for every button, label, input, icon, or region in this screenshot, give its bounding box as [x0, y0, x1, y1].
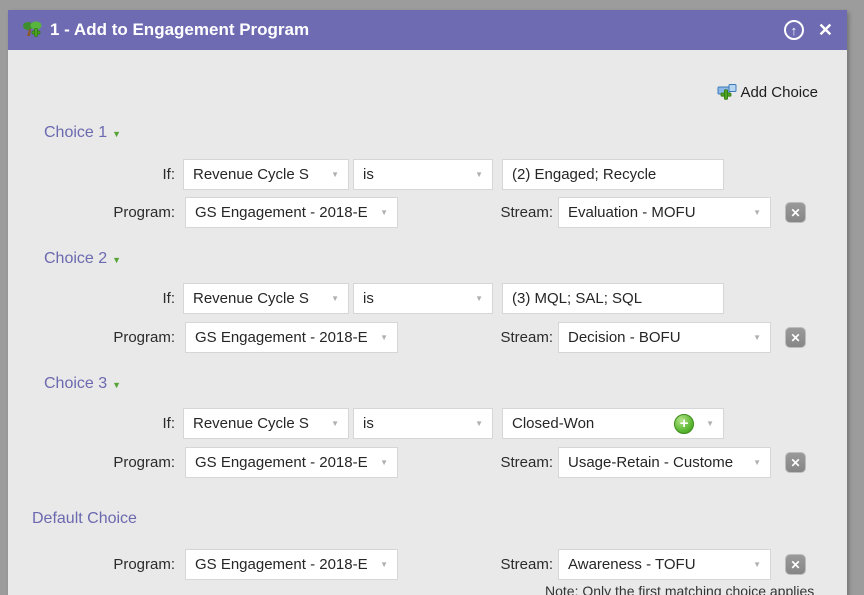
- stream-label: Stream:: [500, 329, 553, 346]
- choice-3-stream-select[interactable]: Usage-Retain - Custome ▼: [558, 447, 771, 478]
- if-label: If:: [162, 290, 175, 307]
- choice-3-attribute-select[interactable]: Revenue Cycle S ▼: [183, 408, 349, 439]
- choice-3-program-value: GS Engagement - 2018-E: [195, 454, 368, 471]
- choice-1-stream-select[interactable]: Evaluation - MOFU ▼: [558, 197, 771, 228]
- dialog-title: 1 - Add to Engagement Program: [50, 20, 310, 39]
- chevron-down-icon: ▼: [753, 208, 761, 217]
- default-program-value: GS Engagement - 2018-E: [195, 556, 368, 573]
- add-choice-icon: [717, 84, 737, 100]
- engagement-program-icon: [23, 21, 42, 37]
- program-label: Program:: [113, 204, 175, 221]
- default-choice-program-row: Program: GS Engagement - 2018-E ▼ Stream…: [0, 549, 864, 580]
- choice-2-program-row: Program: GS Engagement - 2018-E ▼ Stream…: [0, 322, 864, 353]
- choice-menu-icon[interactable]: ▼: [112, 254, 122, 265]
- chevron-down-icon: ▼: [380, 333, 388, 342]
- choice-menu-icon[interactable]: ▼: [112, 379, 122, 390]
- default-choice-header: Default Choice: [32, 510, 137, 528]
- choice-1-value-text: (2) Engaged; Recycle: [512, 166, 657, 183]
- choice-2-stream-select[interactable]: Decision - BOFU ▼: [558, 322, 771, 353]
- choice-2-program-select[interactable]: GS Engagement - 2018-E ▼: [185, 322, 398, 353]
- add-value-icon[interactable]: +: [674, 413, 695, 434]
- choice-3-program-row: Program: GS Engagement - 2018-E ▼ Stream…: [0, 447, 864, 478]
- choice-2-condition-row: If: Revenue Cycle S ▼ is ▼ (3) MQL; SAL;…: [0, 283, 864, 314]
- chevron-down-icon: ▼: [753, 333, 761, 342]
- add-choice-label: Add Choice: [740, 83, 818, 101]
- choice-2-attribute-select[interactable]: Revenue Cycle S ▼: [183, 283, 349, 314]
- choice-1-value-input[interactable]: (2) Engaged; Recycle: [502, 159, 724, 190]
- choice-2-stream-value: Decision - BOFU: [568, 329, 681, 346]
- chevron-down-icon: ▼: [380, 208, 388, 217]
- program-label: Program:: [113, 556, 175, 573]
- chevron-down-icon: ▼: [475, 294, 483, 303]
- choice-1-header[interactable]: Choice 1 ▼: [44, 124, 121, 142]
- choice-3-delete-button[interactable]: ✕: [785, 452, 806, 473]
- choice-3-condition-row: If: Revenue Cycle S ▼ is ▼ Closed-Won + …: [0, 408, 864, 439]
- choice-2-value-input[interactable]: (3) MQL; SAL; SQL: [502, 283, 724, 314]
- choice-2-operator-value: is: [363, 290, 374, 307]
- default-stream-select[interactable]: Awareness - TOFU ▼: [558, 549, 771, 580]
- choice-3-label: Choice 3: [44, 375, 108, 392]
- stream-label: Stream:: [500, 454, 553, 471]
- choice-2-operator-select[interactable]: is ▼: [353, 283, 493, 314]
- chevron-down-icon: ▼: [331, 294, 339, 303]
- choice-3-value-combobox[interactable]: Closed-Won + ▼: [502, 408, 724, 439]
- choice-1-delete-button[interactable]: ✕: [785, 202, 806, 223]
- stream-label: Stream:: [500, 204, 553, 221]
- chevron-down-icon: ▼: [753, 560, 761, 569]
- default-program-select[interactable]: GS Engagement - 2018-E ▼: [185, 549, 398, 580]
- choice-2-delete-button[interactable]: ✕: [785, 327, 806, 348]
- choice-3-header[interactable]: Choice 3 ▼: [44, 375, 121, 393]
- chevron-down-icon: ▼: [380, 560, 388, 569]
- choice-2-value-text: (3) MQL; SAL; SQL: [512, 290, 643, 307]
- choice-1-program-select[interactable]: GS Engagement - 2018-E ▼: [185, 197, 398, 228]
- choice-1-condition-row: If: Revenue Cycle S ▼ is ▼ (2) Engaged; …: [0, 159, 864, 190]
- choice-2-label: Choice 2: [44, 250, 108, 267]
- program-label: Program:: [113, 454, 175, 471]
- default-choice-delete-button[interactable]: ✕: [785, 554, 806, 575]
- choice-3-operator-select[interactable]: is ▼: [353, 408, 493, 439]
- choice-1-stream-value: Evaluation - MOFU: [568, 204, 696, 221]
- choice-3-value-text: Closed-Won: [512, 415, 595, 432]
- choice-1-attribute-select[interactable]: Revenue Cycle S ▼: [183, 159, 349, 190]
- choice-3-program-select[interactable]: GS Engagement - 2018-E ▼: [185, 447, 398, 478]
- choice-1-label: Choice 1: [44, 124, 108, 141]
- choice-menu-icon[interactable]: ▼: [112, 128, 122, 139]
- choice-1-operator-value: is: [363, 166, 374, 183]
- default-choice-label: Default Choice: [32, 510, 137, 527]
- chevron-down-icon: ▼: [380, 458, 388, 467]
- chevron-down-icon: ▼: [475, 419, 483, 428]
- chevron-down-icon: ▼: [706, 419, 714, 428]
- choice-1-operator-select[interactable]: is ▼: [353, 159, 493, 190]
- default-stream-value: Awareness - TOFU: [568, 556, 696, 573]
- collapse-icon[interactable]: ↑: [783, 20, 804, 40]
- choice-3-stream-value: Usage-Retain - Custome: [568, 454, 734, 471]
- choice-3-attribute-value: Revenue Cycle S: [193, 415, 309, 432]
- stream-label: Stream:: [500, 556, 553, 573]
- if-label: If:: [162, 415, 175, 432]
- footer-note: Note: Only the first matching choice app…: [545, 583, 815, 595]
- choice-1-attribute-value: Revenue Cycle S: [193, 166, 309, 183]
- chevron-down-icon: ▼: [475, 170, 483, 179]
- close-icon[interactable]: ✕: [817, 20, 833, 40]
- if-label: If:: [162, 166, 175, 183]
- dialog-header: 1 - Add to Engagement Program ↑ ✕: [8, 10, 847, 50]
- choice-2-header[interactable]: Choice 2 ▼: [44, 250, 121, 268]
- chevron-down-icon: ▼: [753, 458, 761, 467]
- choice-1-program-row: Program: GS Engagement - 2018-E ▼ Stream…: [0, 197, 864, 228]
- choice-1-program-value: GS Engagement - 2018-E: [195, 204, 368, 221]
- chevron-down-icon: ▼: [331, 419, 339, 428]
- choice-2-program-value: GS Engagement - 2018-E: [195, 329, 368, 346]
- choice-2-attribute-value: Revenue Cycle S: [193, 290, 309, 307]
- chevron-down-icon: ▼: [331, 170, 339, 179]
- add-choice-button[interactable]: Add Choice: [717, 80, 818, 104]
- program-label: Program:: [113, 329, 175, 346]
- choice-3-operator-value: is: [363, 415, 374, 432]
